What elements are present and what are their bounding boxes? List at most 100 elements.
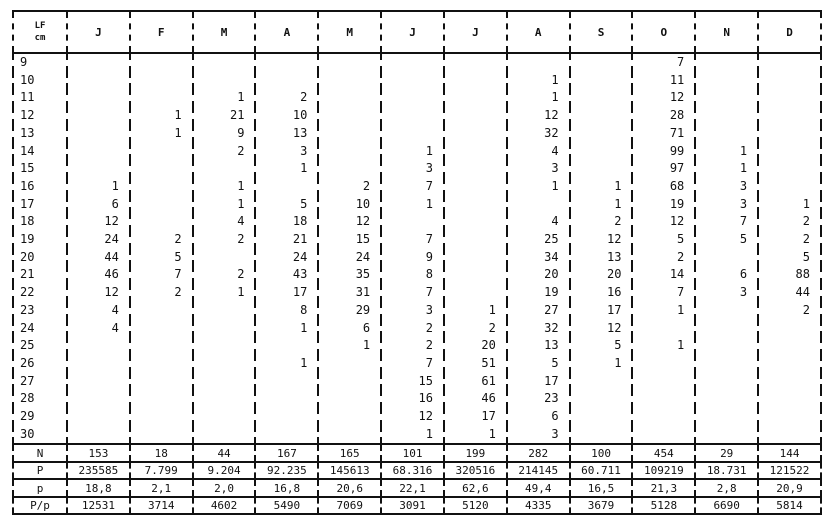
length-class-row: 14 2 3 1 4 99 1: [12, 142, 822, 161]
count-cell: 24: [317, 248, 382, 267]
count-cell: 6: [317, 319, 382, 338]
length-class-row: 24 4 1 6 2 2 32 12: [12, 319, 822, 338]
count-cell: 10: [317, 195, 382, 214]
count-cell: 1: [631, 337, 696, 355]
count-cell: [128, 301, 193, 320]
count-cell: [694, 408, 759, 426]
count-cell: 44: [66, 248, 130, 267]
count-cell: [694, 372, 759, 391]
month-header: M: [191, 10, 256, 54]
count-cell: 8: [380, 266, 444, 285]
summary-value: 5814: [757, 496, 822, 516]
length-class-cell: 23: [12, 301, 67, 320]
summary-value: 3091: [380, 496, 444, 516]
count-cell: 1: [191, 177, 256, 196]
count-cell: [442, 160, 507, 178]
count-cell: [757, 337, 822, 355]
count-cell: [317, 425, 382, 446]
count-cell: 21: [191, 107, 256, 125]
count-cell: [191, 319, 256, 338]
length-class-cell: 15: [12, 160, 67, 178]
count-cell: 15: [380, 372, 444, 391]
count-cell: 25: [505, 231, 570, 249]
count-cell: [631, 425, 696, 446]
count-cell: 2: [631, 248, 696, 267]
count-cell: [568, 71, 633, 90]
summary-value: 62,6: [442, 479, 507, 498]
count-cell: [128, 372, 193, 391]
count-cell: 12: [317, 213, 382, 232]
count-cell: [442, 213, 507, 232]
count-cell: 27: [505, 301, 570, 320]
count-cell: 7: [380, 231, 444, 249]
count-cell: [317, 354, 382, 373]
count-cell: [568, 124, 633, 143]
count-cell: [317, 53, 382, 72]
summary-value: 44: [191, 444, 256, 463]
length-class-row: 25 1 2 20 13 5 1: [12, 337, 822, 355]
count-cell: 5: [694, 231, 759, 249]
count-cell: [757, 408, 822, 426]
count-cell: 1: [317, 337, 382, 355]
count-cell: [66, 408, 130, 426]
count-cell: [694, 301, 759, 320]
count-cell: [191, 390, 256, 409]
count-cell: 2: [191, 142, 256, 161]
count-cell: [317, 160, 382, 178]
count-cell: 32: [505, 319, 570, 338]
count-cell: 9: [380, 248, 444, 267]
count-cell: [254, 425, 319, 446]
count-cell: [317, 71, 382, 90]
month-header: O: [631, 10, 696, 54]
summary-value: 320516: [442, 461, 507, 481]
count-cell: [757, 177, 822, 196]
count-cell: [128, 425, 193, 446]
count-cell: 10: [254, 107, 319, 125]
count-cell: [191, 425, 256, 446]
summary-value: 144: [757, 444, 822, 463]
summary-value: 100: [568, 444, 633, 463]
count-cell: 3: [254, 142, 319, 161]
length-class-cell: 18: [12, 213, 67, 232]
count-cell: 32: [505, 124, 570, 143]
count-cell: 2: [191, 266, 256, 285]
count-cell: 3: [505, 160, 570, 178]
count-cell: [66, 372, 130, 391]
count-cell: [505, 53, 570, 72]
length-class-row: 15 1 3 3 97 1: [12, 160, 822, 178]
count-cell: 18: [254, 213, 319, 232]
count-cell: [380, 213, 444, 232]
count-cell: [694, 248, 759, 267]
count-cell: 11: [631, 71, 696, 90]
summary-value: 454: [631, 444, 696, 463]
count-cell: 88: [757, 266, 822, 285]
count-cell: 1: [380, 195, 444, 214]
count-cell: 12: [568, 319, 633, 338]
summary-value: 9.204: [191, 461, 256, 481]
summary-label: P: [12, 461, 67, 481]
count-cell: 5: [254, 195, 319, 214]
month-header: M: [317, 10, 382, 54]
length-class-row: 21 46 7 2 43 35 8 20 20 14 6 88: [12, 266, 822, 285]
summary-value: 6690: [694, 496, 759, 516]
count-cell: 46: [442, 390, 507, 409]
month-header: J: [442, 10, 507, 54]
count-cell: 2: [568, 213, 633, 232]
count-cell: 1: [191, 195, 256, 214]
count-cell: [380, 107, 444, 125]
count-cell: 1: [254, 354, 319, 373]
summary-value: 121522: [757, 461, 822, 481]
count-cell: 21: [254, 231, 319, 249]
count-cell: [66, 425, 130, 446]
summary-value: 167: [254, 444, 319, 463]
summary-value: 153: [66, 444, 130, 463]
length-class-cell: 25: [12, 337, 67, 355]
count-cell: 1: [254, 319, 319, 338]
count-cell: 99: [631, 142, 696, 161]
summary-value: 109219: [631, 461, 696, 481]
length-class-cell: 26: [12, 354, 67, 373]
count-cell: 12: [505, 107, 570, 125]
count-cell: 13: [568, 248, 633, 267]
count-cell: [694, 107, 759, 125]
count-cell: 1: [191, 89, 256, 108]
